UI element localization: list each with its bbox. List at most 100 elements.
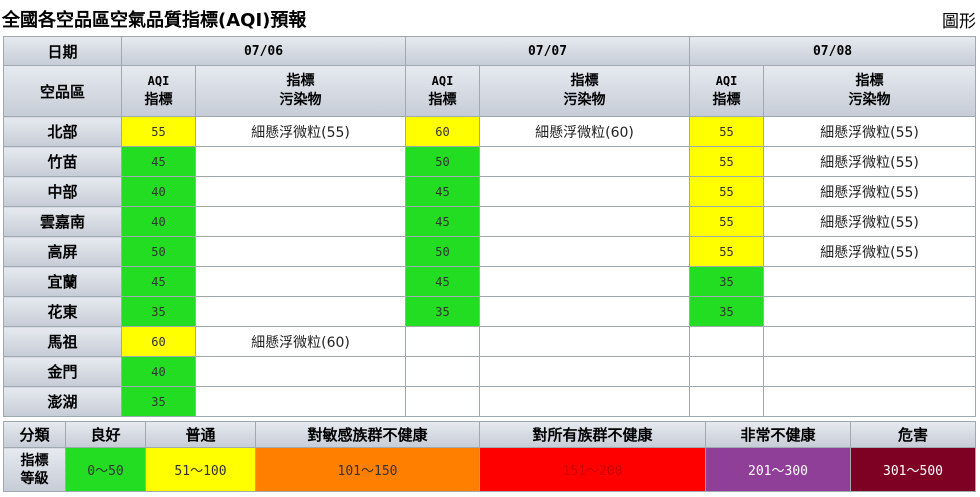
region-cell: 竹苗 bbox=[3, 146, 122, 177]
pollutant-cell: 細懸浮微粒(55) bbox=[194, 116, 407, 147]
legend-level-name: 非常不健康 bbox=[705, 421, 851, 448]
aqi-cell: 45 bbox=[121, 146, 196, 177]
pollutant-header-line2: 污染物 bbox=[848, 92, 891, 108]
pollutant-cell bbox=[194, 356, 407, 387]
pollutant-cell bbox=[479, 146, 691, 177]
aqi-header-line2: 指標 bbox=[712, 92, 741, 108]
legend-level-name: 對所有族群不健康 bbox=[479, 421, 706, 448]
aqi-cell: 55 bbox=[689, 176, 765, 207]
aqi-cell: 50 bbox=[405, 236, 481, 267]
pollutant-header-line1: 指標 bbox=[855, 73, 884, 89]
legend-level-name: 良好 bbox=[65, 421, 146, 448]
aqi-level-legend: 分類 良好 普通 對敏感族群不健康 對所有族群不健康 非常不健康 危害 指標 等級… bbox=[3, 421, 976, 492]
date-header-row: 日期 07/06 07/07 07/08 bbox=[3, 36, 977, 66]
date-column-1: 07/06 bbox=[120, 36, 407, 66]
aqi-cell: 60 bbox=[405, 116, 481, 147]
table-row: 宜蘭 45 45 35 bbox=[3, 266, 977, 297]
region-cell: 高屏 bbox=[3, 236, 122, 267]
aqi-header-line1: AQI bbox=[147, 74, 170, 88]
pollutant-cell bbox=[479, 386, 691, 417]
page-title: 全國各空品區空氣品質指標(AQI)預報 bbox=[2, 10, 307, 31]
pollutant-cell bbox=[479, 176, 691, 207]
pollutant-header-line1: 指標 bbox=[286, 73, 315, 89]
pollutant-cell bbox=[763, 356, 977, 387]
region-cell: 金門 bbox=[3, 356, 122, 387]
legend-level-label-line2: 等級 bbox=[20, 470, 49, 487]
legend-range-moderate: 51～100 bbox=[145, 447, 256, 492]
aqi-cell: 40 bbox=[121, 356, 196, 387]
legend-range-sensitive: 101～150 bbox=[255, 447, 480, 492]
aqi-header-line2: 指標 bbox=[428, 92, 457, 108]
pollutant-cell bbox=[479, 356, 691, 387]
aqi-cell: 35 bbox=[121, 296, 196, 327]
aqi-cell bbox=[405, 356, 481, 387]
aqi-cell: 35 bbox=[405, 296, 481, 327]
pollutant-cell: 細懸浮微粒(60) bbox=[194, 326, 407, 357]
legend-level-name: 對敏感族群不健康 bbox=[255, 421, 480, 448]
aqi-cell: 55 bbox=[689, 206, 765, 237]
pollutant-cell bbox=[763, 326, 977, 357]
pollutant-cell bbox=[479, 206, 691, 237]
legend-range-unhealthy: 151～200 bbox=[479, 447, 706, 492]
pollutant-header: 指標 污染物 bbox=[763, 65, 977, 117]
aqi-header: AQI 指標 bbox=[121, 65, 196, 117]
legend-level-label-line1: 指標 bbox=[20, 452, 49, 469]
aqi-cell: 35 bbox=[689, 266, 765, 297]
legend-range-hazardous: 301～500 bbox=[850, 447, 976, 492]
aqi-cell: 45 bbox=[121, 266, 196, 297]
aqi-cell: 35 bbox=[121, 386, 196, 417]
pollutant-cell: 細懸浮微粒(55) bbox=[763, 236, 977, 267]
table-row: 澎湖 35 bbox=[3, 386, 977, 417]
date-column-3: 07/08 bbox=[689, 36, 977, 66]
chart-view-toggle[interactable]: 圖形 bbox=[942, 12, 976, 32]
date-label: 日期 bbox=[3, 36, 122, 66]
pollutant-cell bbox=[194, 266, 407, 297]
aqi-header: AQI 指標 bbox=[689, 65, 765, 117]
table-row: 馬祖 60 細懸浮微粒(60) bbox=[3, 326, 977, 357]
table-row: 北部 55 細懸浮微粒(55) 60 細懸浮微粒(60) 55 細懸浮微粒(55) bbox=[3, 116, 977, 147]
subheader-row: 空品區 AQI 指標 指標 污染物 AQI 指標 指標 污染物 AQI 指標 指標 污染物 bbox=[3, 65, 977, 117]
aqi-cell bbox=[405, 326, 481, 357]
table-row: 高屏 50 50 55 細懸浮微粒(55) bbox=[3, 236, 977, 267]
table-row: 金門 40 bbox=[3, 356, 977, 387]
forecast-rows: 北部 55 細懸浮微粒(55) 60 細懸浮微粒(60) 55 細懸浮微粒(55) 竹苗 45… bbox=[3, 116, 977, 417]
aqi-cell bbox=[689, 356, 765, 387]
region-cell: 馬祖 bbox=[3, 326, 122, 357]
aqi-cell: 50 bbox=[405, 146, 481, 177]
region-cell: 雲嘉南 bbox=[3, 206, 122, 237]
region-label: 空品區 bbox=[3, 65, 122, 117]
legend-level-name: 普通 bbox=[145, 421, 256, 448]
legend-range-good: 0～50 bbox=[65, 447, 146, 492]
pollutant-header-line2: 污染物 bbox=[279, 92, 322, 108]
table-row: 中部 40 45 55 細懸浮微粒(55) bbox=[3, 176, 977, 207]
pollutant-header-line2: 污染物 bbox=[563, 92, 606, 108]
aqi-cell: 55 bbox=[689, 236, 765, 267]
aqi-cell bbox=[689, 326, 765, 357]
table-row: 花東 35 35 35 bbox=[3, 296, 977, 327]
aqi-header: AQI 指標 bbox=[405, 65, 481, 117]
aqi-cell: 45 bbox=[405, 266, 481, 297]
aqi-cell bbox=[405, 386, 481, 417]
aqi-cell: 60 bbox=[121, 326, 196, 357]
pollutant-header: 指標 污染物 bbox=[479, 65, 691, 117]
aqi-cell: 55 bbox=[689, 116, 765, 147]
pollutant-cell: 細懸浮微粒(55) bbox=[763, 146, 977, 177]
date-column-2: 07/07 bbox=[405, 36, 691, 66]
legend-range-very-unhealthy: 201～300 bbox=[705, 447, 851, 492]
pollutant-cell: 細懸浮微粒(60) bbox=[479, 116, 691, 147]
aqi-header-line1: AQI bbox=[431, 74, 454, 88]
pollutant-cell bbox=[194, 146, 407, 177]
region-cell: 花東 bbox=[3, 296, 122, 327]
legend-header-row: 分類 良好 普通 對敏感族群不健康 對所有族群不健康 非常不健康 危害 bbox=[3, 421, 976, 448]
legend-value-row: 指標 等級 0～50 51～100 101～150 151～200 201～300… bbox=[3, 447, 976, 492]
pollutant-cell bbox=[194, 296, 407, 327]
aqi-cell: 45 bbox=[405, 176, 481, 207]
region-cell: 北部 bbox=[3, 116, 122, 147]
region-cell: 澎湖 bbox=[3, 386, 122, 417]
legend-level-label: 指標 等級 bbox=[3, 447, 66, 492]
header-bar: 全國各空品區空氣品質指標(AQI)預報 圖形 bbox=[0, 0, 980, 36]
aqi-cell: 45 bbox=[405, 206, 481, 237]
pollutant-cell: 細懸浮微粒(55) bbox=[763, 206, 977, 237]
legend-level-name: 危害 bbox=[850, 421, 976, 448]
aqi-cell: 50 bbox=[121, 236, 196, 267]
